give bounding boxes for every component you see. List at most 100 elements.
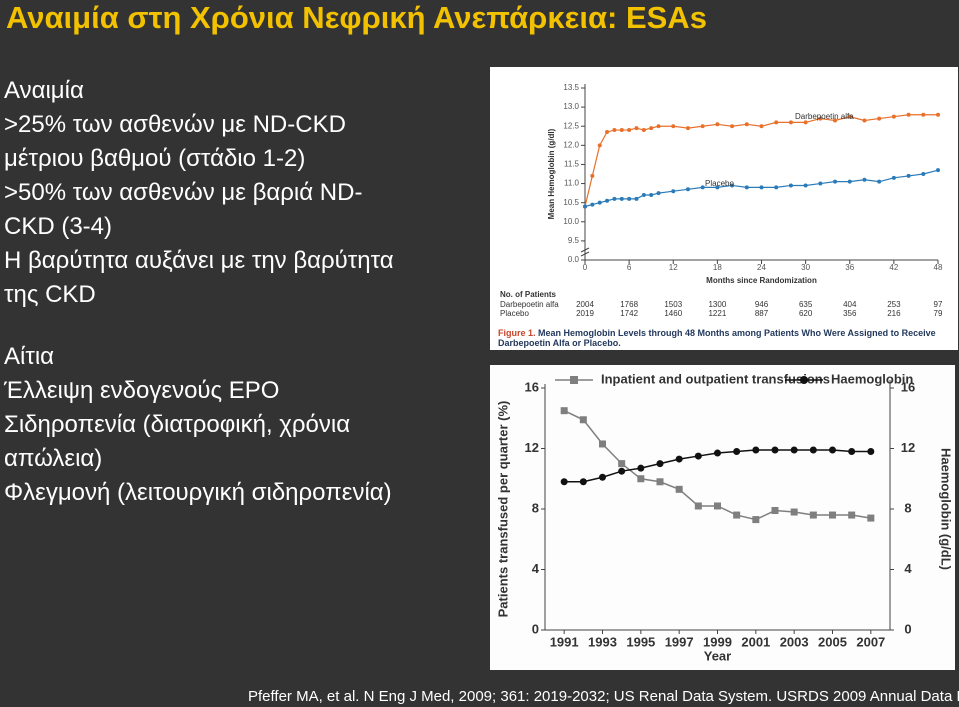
y2-tick-label: 12 bbox=[901, 440, 915, 455]
data-point bbox=[714, 449, 721, 457]
patient-count: 2019 bbox=[576, 309, 594, 318]
text-line: μέτριου βαθμού (στάδιο 1-2) bbox=[4, 145, 306, 172]
data-point bbox=[891, 114, 896, 119]
data-point bbox=[627, 196, 632, 201]
text-line: Η βαρύτητα αυξάνει με την βαρύτητα bbox=[4, 247, 394, 274]
data-point bbox=[597, 200, 602, 205]
text-line: απώλεια) bbox=[4, 445, 103, 472]
data-point bbox=[637, 475, 645, 483]
x-tick-label: 48 bbox=[934, 263, 943, 272]
data-point bbox=[862, 177, 867, 182]
y-tick-label: 12.0 bbox=[563, 140, 579, 149]
data-point bbox=[867, 514, 875, 522]
data-point bbox=[809, 511, 817, 519]
data-point bbox=[771, 507, 779, 515]
data-point bbox=[730, 183, 735, 188]
data-point bbox=[656, 478, 664, 486]
y-tick-label: 16 bbox=[525, 379, 539, 394]
data-point bbox=[685, 187, 690, 192]
figure-caption: Figure 1. Mean Hemoglobin Levels through… bbox=[498, 328, 950, 348]
data-point bbox=[936, 112, 940, 117]
x-axis-title: Months since Randomization bbox=[706, 276, 817, 285]
x-tick-label: 2001 bbox=[741, 634, 770, 649]
data-point bbox=[906, 173, 911, 178]
caption-text: Mean Hemoglobin Levels through 48 Months… bbox=[498, 328, 936, 348]
data-point bbox=[936, 168, 940, 173]
y-tick-label: 8 bbox=[532, 500, 539, 515]
x-tick-label: 36 bbox=[845, 263, 854, 272]
data-point bbox=[848, 448, 856, 456]
patient-count: 404 bbox=[843, 300, 857, 309]
y2-tick-label: 16 bbox=[901, 379, 915, 394]
y-axis-title: Mean Hemoglobin (g/dl) bbox=[547, 128, 556, 219]
data-point bbox=[714, 502, 721, 510]
data-point bbox=[921, 172, 926, 176]
patient-count: 1768 bbox=[620, 300, 638, 309]
patient-count: 253 bbox=[887, 300, 901, 309]
data-point bbox=[700, 185, 705, 190]
data-point bbox=[579, 478, 587, 486]
data-point bbox=[605, 129, 610, 134]
data-point bbox=[818, 181, 823, 186]
chart-panel: 0 4 8 12 16 0 4 8 12 16 1991 1993 1995 1997 1999 2001 20… bbox=[490, 365, 955, 670]
x-tick-label: 1993 bbox=[588, 634, 617, 649]
data-point bbox=[833, 179, 838, 184]
data-point bbox=[599, 473, 606, 481]
x-tick-label: 1995 bbox=[626, 634, 655, 649]
patient-count: 1742 bbox=[620, 309, 638, 318]
data-point bbox=[921, 112, 926, 117]
data-point bbox=[612, 196, 617, 201]
data-point bbox=[848, 511, 856, 519]
y-tick-label: 0 bbox=[532, 621, 539, 636]
patient-count: 1300 bbox=[708, 300, 726, 309]
data-point bbox=[809, 446, 817, 454]
y-tick-label: 10.5 bbox=[563, 198, 579, 207]
data-point bbox=[634, 196, 639, 201]
data-point bbox=[867, 448, 875, 456]
data-point bbox=[700, 124, 705, 129]
y-tick-label: 11.5 bbox=[564, 160, 580, 169]
data-point bbox=[788, 120, 793, 125]
chart-panel: 0.0 9.5 10.0 10.5 11.0 11.5 12.0 12.5 13.0 13.5 0 6… bbox=[490, 67, 958, 350]
data-point bbox=[715, 122, 720, 127]
table-title: No. of Patients bbox=[500, 290, 557, 299]
y2-tick-label: 0 bbox=[904, 621, 911, 636]
data-point bbox=[774, 185, 779, 190]
data-point bbox=[597, 143, 602, 148]
patient-count: 946 bbox=[755, 300, 769, 309]
y-tick-label: 11.0 bbox=[564, 179, 580, 188]
data-point bbox=[675, 455, 683, 463]
data-point bbox=[788, 183, 793, 188]
data-point bbox=[627, 128, 632, 133]
data-point bbox=[634, 126, 639, 131]
x-tick-label: 24 bbox=[757, 263, 766, 272]
y2-tick-label: 8 bbox=[904, 500, 911, 515]
x-tick-label: 1999 bbox=[703, 634, 732, 649]
data-point bbox=[560, 478, 568, 486]
data-point bbox=[829, 446, 836, 454]
data-point bbox=[694, 502, 702, 510]
data-point bbox=[618, 460, 626, 468]
legend-label: Inpatient and outpatient transfusions bbox=[601, 371, 830, 386]
text-line: Φλεγμονή (λειτουργική σιδηροπενία) bbox=[4, 479, 392, 506]
data-point bbox=[649, 126, 654, 131]
data-point bbox=[862, 118, 867, 123]
data-point bbox=[605, 198, 610, 203]
data-point bbox=[583, 204, 587, 209]
series-label: Darbepoetin alfa bbox=[795, 112, 854, 121]
x-tick-label: 2003 bbox=[780, 634, 809, 649]
patient-count: 97 bbox=[934, 300, 943, 309]
patient-count: 216 bbox=[887, 309, 901, 318]
data-point bbox=[877, 116, 882, 121]
data-point bbox=[847, 179, 852, 184]
y-tick-label: 9.5 bbox=[568, 236, 580, 245]
chart: 0.0 9.5 10.0 10.5 11.0 11.5 12.0 12.5 13.0 13.5 0 6… bbox=[500, 83, 943, 318]
data-point bbox=[847, 114, 852, 119]
patient-count: 1460 bbox=[664, 309, 682, 318]
data-point bbox=[671, 124, 676, 129]
y-axis-title: Patients transfused per quarter (%) bbox=[495, 401, 510, 618]
data-point bbox=[752, 446, 760, 454]
x-tick-label: 2005 bbox=[818, 634, 847, 649]
patient-count: 2004 bbox=[576, 300, 594, 309]
x-tick-label: 1991 bbox=[550, 634, 579, 649]
